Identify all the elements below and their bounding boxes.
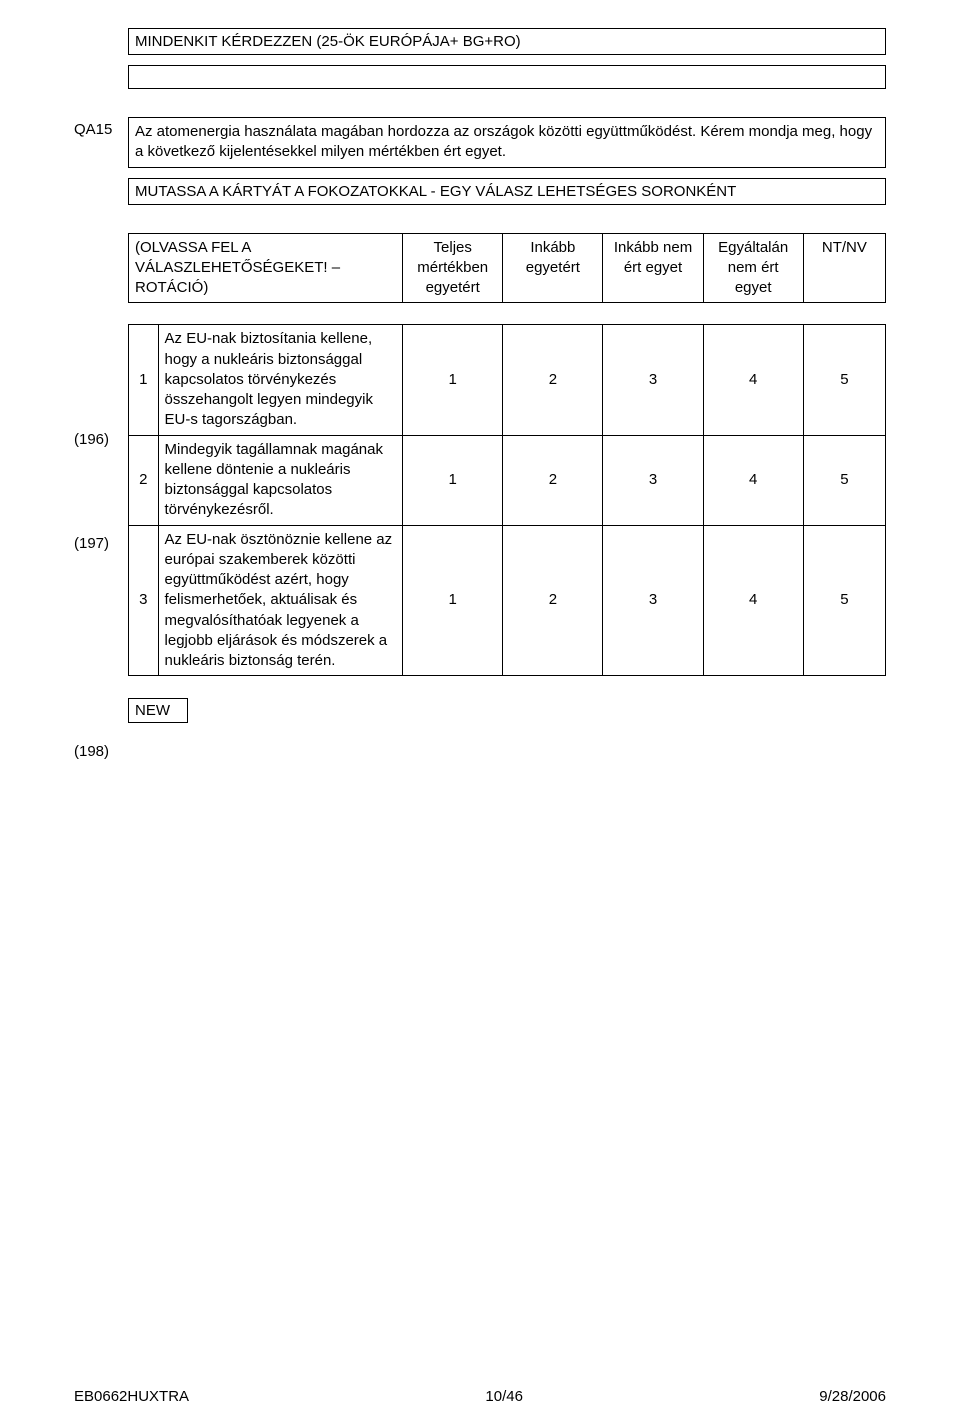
instruction-box: MUTASSA A KÁRTYÁT A FOKOZATOKKAL - EGY V… — [128, 178, 886, 205]
grid-row-2-v3: 3 — [603, 435, 703, 525]
grid-row-3: 3 Az EU-nak ösztönöznie kellene az európ… — [129, 525, 886, 676]
grid-row-1: 1 Az EU-nak biztosítania kellene, hogy a… — [129, 325, 886, 435]
footer-center: 10/46 — [485, 1388, 523, 1405]
grid-rowheader: (OLVASSA FEL A VÁLASZLEHETŐSÉGEKET! – RO… — [129, 233, 403, 303]
question-text-box: Az atomenergia használata magában hordoz… — [128, 117, 886, 168]
grid-row-2-idx: 2 — [129, 435, 159, 525]
grid-row-2-v2: 2 — [503, 435, 603, 525]
grid-row-1-v1: 1 — [403, 325, 503, 435]
survey-scope-text: MINDENKIT KÉRDEZZEN (25-ÖK EURÓPÁJA+ BG+… — [135, 33, 521, 50]
grid-row-3-v5: 5 — [803, 525, 885, 676]
grid-row-3-stmt: Az EU-nak ösztönöznie kellene az európai… — [158, 525, 403, 676]
grid-row-3-v2: 2 — [503, 525, 603, 676]
question-text: Az atomenergia használata magában hordoz… — [135, 123, 872, 160]
grid-col-3: Inkább nem ért egyet — [603, 233, 703, 303]
response-grid-wrap: (196) (197) (198) (OLVASSA FEL A VÁLASZL… — [74, 233, 886, 677]
grid-row-3-v4: 4 — [703, 525, 803, 676]
row-code-197: (197) — [74, 535, 109, 552]
grid-row-2-v5: 5 — [803, 435, 885, 525]
grid-col-2: Inkább egyetért — [503, 233, 603, 303]
row-code-196: (196) — [74, 431, 109, 448]
new-tag-box: NEW — [128, 698, 188, 723]
row-code-198: (198) — [74, 743, 109, 760]
footer-left: EB0662HUXTRA — [74, 1388, 189, 1405]
grid-row-1-v5: 5 — [803, 325, 885, 435]
grid-row-3-v1: 1 — [403, 525, 503, 676]
grid-row-1-v2: 2 — [503, 325, 603, 435]
grid-row-1-v3: 3 — [603, 325, 703, 435]
footer-right: 9/28/2006 — [819, 1388, 886, 1405]
empty-header-box — [128, 65, 886, 89]
question-code: QA15 — [74, 117, 128, 138]
grid-row-1-stmt: Az EU-nak biztosítania kellene, hogy a n… — [158, 325, 403, 435]
grid-row-1-idx: 1 — [129, 325, 159, 435]
grid-row-1-v4: 4 — [703, 325, 803, 435]
response-grid: (OLVASSA FEL A VÁLASZLEHETŐSÉGEKET! – RO… — [128, 233, 886, 677]
grid-row-2: 2 Mindegyik tagállamnak magának kellene … — [129, 435, 886, 525]
grid-col-5: NT/NV — [803, 233, 885, 303]
question-row: QA15 Az atomenergia használata magában h… — [74, 117, 886, 168]
grid-spacer — [129, 303, 886, 325]
grid-row-2-v1: 1 — [403, 435, 503, 525]
instruction-text: MUTASSA A KÁRTYÁT A FOKOZATOKKAL - EGY V… — [135, 183, 736, 200]
new-tag-text: NEW — [135, 702, 170, 719]
grid-col-1: Teljes mértékben egyetért — [403, 233, 503, 303]
page-footer: EB0662HUXTRA 10/46 9/28/2006 — [74, 1388, 886, 1405]
grid-row-3-v3: 3 — [603, 525, 703, 676]
grid-row-2-stmt: Mindegyik tagállamnak magának kellene dö… — [158, 435, 403, 525]
survey-scope-box: MINDENKIT KÉRDEZZEN (25-ÖK EURÓPÁJA+ BG+… — [128, 28, 886, 55]
grid-header-row: (OLVASSA FEL A VÁLASZLEHETŐSÉGEKET! – RO… — [129, 233, 886, 303]
grid-row-2-v4: 4 — [703, 435, 803, 525]
grid-col-4: Egyáltalán nem ért egyet — [703, 233, 803, 303]
grid-row-3-idx: 3 — [129, 525, 159, 676]
